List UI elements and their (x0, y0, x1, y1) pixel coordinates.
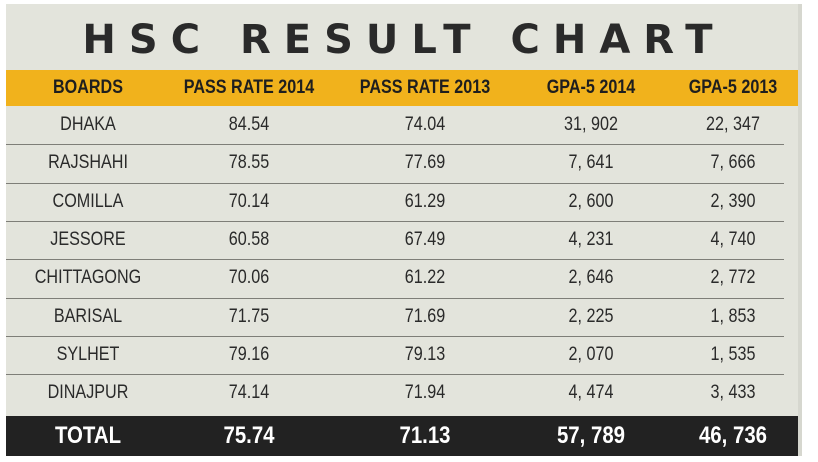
row-divider (6, 183, 784, 184)
column-header-board: BOARDS (53, 77, 123, 98)
cell-gpa5-2014: 4, 474 (568, 382, 614, 404)
cell-gpa5-2014: 2, 070 (568, 343, 614, 365)
cell-pass-rate-2013: 71.69 (404, 305, 446, 327)
cell-pass-rate-2014: 70.06 (228, 267, 270, 289)
cell-pass-rate-2013: 61.29 (404, 190, 446, 212)
cell-pass-rate-2013: 67.49 (404, 228, 446, 250)
cell-gpa5-2014: 4, 231 (568, 228, 614, 250)
cell-gpa5-2013: 7, 666 (710, 152, 756, 174)
cell-board: CHITTAGONG (34, 267, 142, 289)
total-row (6, 416, 802, 456)
row-divider (6, 336, 784, 337)
column-header-pass-rate-2013: PASS RATE 2013 (359, 77, 491, 98)
cell-gpa5-2014: 31, 902 (564, 114, 618, 135)
total-pass-rate-2013: 71.13 (399, 422, 451, 449)
cell-pass-rate-2014: 70.14 (228, 190, 270, 212)
cell-gpa5-2014: 2, 225 (568, 305, 614, 327)
cell-gpa5-2013: 1, 853 (710, 305, 756, 327)
cell-board: DHAKA (60, 114, 116, 135)
cell-pass-rate-2013: 79.13 (404, 343, 446, 365)
cell-board: BARISAL (53, 305, 123, 327)
column-header-pass-rate-2014: PASS RATE 2014 (183, 77, 315, 98)
card-edge-shadow (798, 4, 802, 456)
cell-pass-rate-2014: 79.16 (228, 343, 270, 365)
cell-gpa5-2013: 22, 347 (706, 114, 760, 135)
hsc-result-chart: HSC RESULT CHART BOARDS PASS RATE 2014 PAS… (6, 4, 802, 456)
total-board: TOTAL (54, 422, 122, 449)
cell-board: DINAJPUR (47, 382, 129, 404)
row-divider (6, 144, 784, 145)
total-gpa5-2013: 46, 736 (698, 422, 768, 449)
cell-board: RAJSHAHI (48, 152, 128, 174)
row-divider (6, 374, 784, 375)
cell-pass-rate-2013: 74.04 (404, 114, 446, 135)
cell-pass-rate-2014: 60.58 (228, 228, 270, 250)
total-gpa5-2014: 57, 789 (556, 422, 626, 449)
chart-title: HSC RESULT CHART (82, 17, 726, 63)
cell-board: COMILLA (52, 190, 124, 212)
column-header-gpa5-2013: GPA-5 2013 (688, 77, 778, 98)
cell-pass-rate-2013: 61.22 (404, 267, 446, 289)
cell-gpa5-2013: 2, 772 (710, 267, 756, 289)
cell-gpa5-2014: 2, 646 (568, 267, 614, 289)
cell-gpa5-2013: 3, 433 (710, 382, 756, 404)
cell-pass-rate-2014: 78.55 (228, 152, 270, 174)
cell-pass-rate-2014: 71.75 (228, 305, 270, 327)
cell-board: JESSORE (50, 228, 126, 250)
header-row (6, 70, 802, 106)
cell-gpa5-2014: 7, 641 (568, 152, 614, 174)
cell-gpa5-2014: 2, 600 (568, 190, 614, 212)
cell-gpa5-2013: 4, 740 (710, 228, 756, 250)
cell-gpa5-2013: 1, 535 (710, 343, 756, 365)
total-pass-rate-2014: 75.74 (223, 422, 275, 449)
row-divider (6, 259, 784, 260)
row-divider (6, 221, 784, 222)
row-divider (6, 298, 784, 299)
column-header-gpa5-2014: GPA-5 2014 (546, 77, 636, 98)
cell-pass-rate-2014: 74.14 (228, 382, 270, 404)
cell-pass-rate-2013: 77.69 (404, 152, 446, 174)
cell-pass-rate-2014: 84.54 (228, 114, 270, 135)
cell-gpa5-2013: 2, 390 (710, 190, 756, 212)
cell-board: SYLHET (56, 343, 120, 365)
cell-pass-rate-2013: 71.94 (404, 382, 446, 404)
